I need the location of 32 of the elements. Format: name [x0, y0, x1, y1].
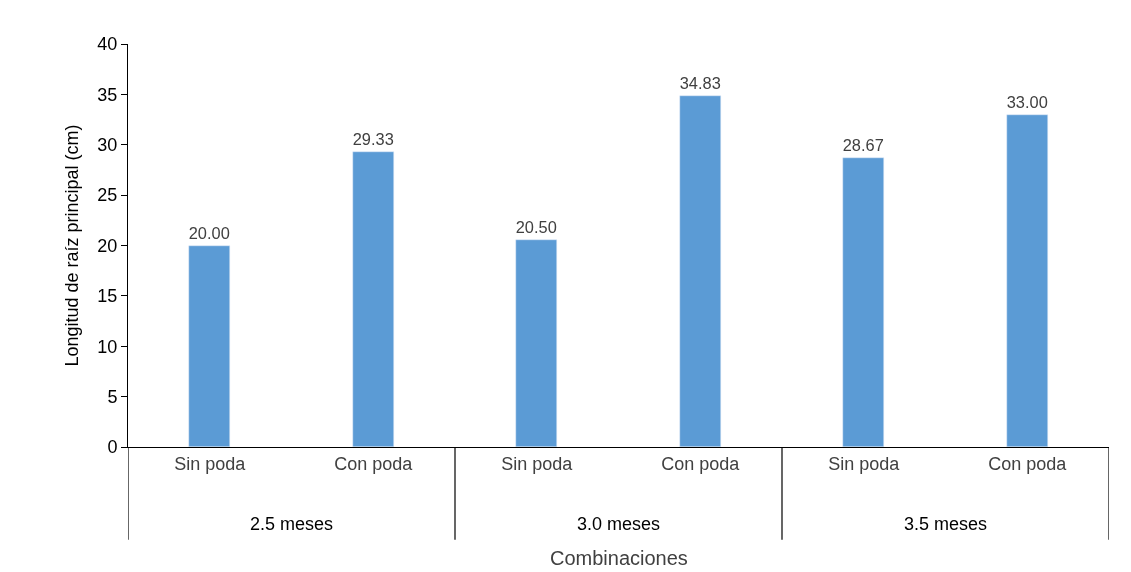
data-label: 34.83 — [679, 74, 721, 93]
bar — [352, 151, 394, 447]
y-tick-label: 10 — [97, 336, 118, 357]
y-axis-title: Longitud de raíz principal (cm) — [61, 124, 82, 367]
data-label: 28.67 — [842, 136, 884, 155]
y-tick-label: 20 — [97, 235, 118, 256]
x-tick-label: Con poda — [661, 453, 741, 474]
x-tick-label: Con poda — [988, 453, 1068, 474]
data-label: 33.00 — [1006, 93, 1048, 112]
bar — [515, 239, 557, 447]
x-tick-label: Sin poda — [501, 453, 574, 474]
y-tick-label: 15 — [97, 286, 118, 307]
data-label: 20.00 — [188, 224, 230, 243]
y-tick-label: 5 — [107, 386, 118, 407]
text: 3.0 meses — [577, 514, 661, 534]
data-label: 29.33 — [352, 130, 394, 149]
bar — [1006, 114, 1048, 447]
y-tick-label: 40 — [97, 34, 118, 55]
y-tick-label: 0 — [107, 437, 118, 458]
x-tick-label: Sin poda — [174, 453, 247, 474]
y-tick-label: 30 — [97, 135, 118, 156]
y-tick-label: 35 — [97, 84, 118, 105]
x-axis-title: Combinaciones — [550, 547, 688, 569]
bar — [679, 95, 721, 447]
x-tick-label: Sin poda — [828, 453, 901, 474]
bar — [842, 157, 884, 447]
x-tick-label: Con poda — [334, 453, 414, 474]
bar — [188, 245, 230, 447]
data-label: 20.50 — [515, 218, 557, 237]
y-tick-label: 25 — [97, 185, 118, 206]
text: 2.5 meses — [250, 514, 334, 534]
text: 3.5 meses — [904, 514, 988, 534]
